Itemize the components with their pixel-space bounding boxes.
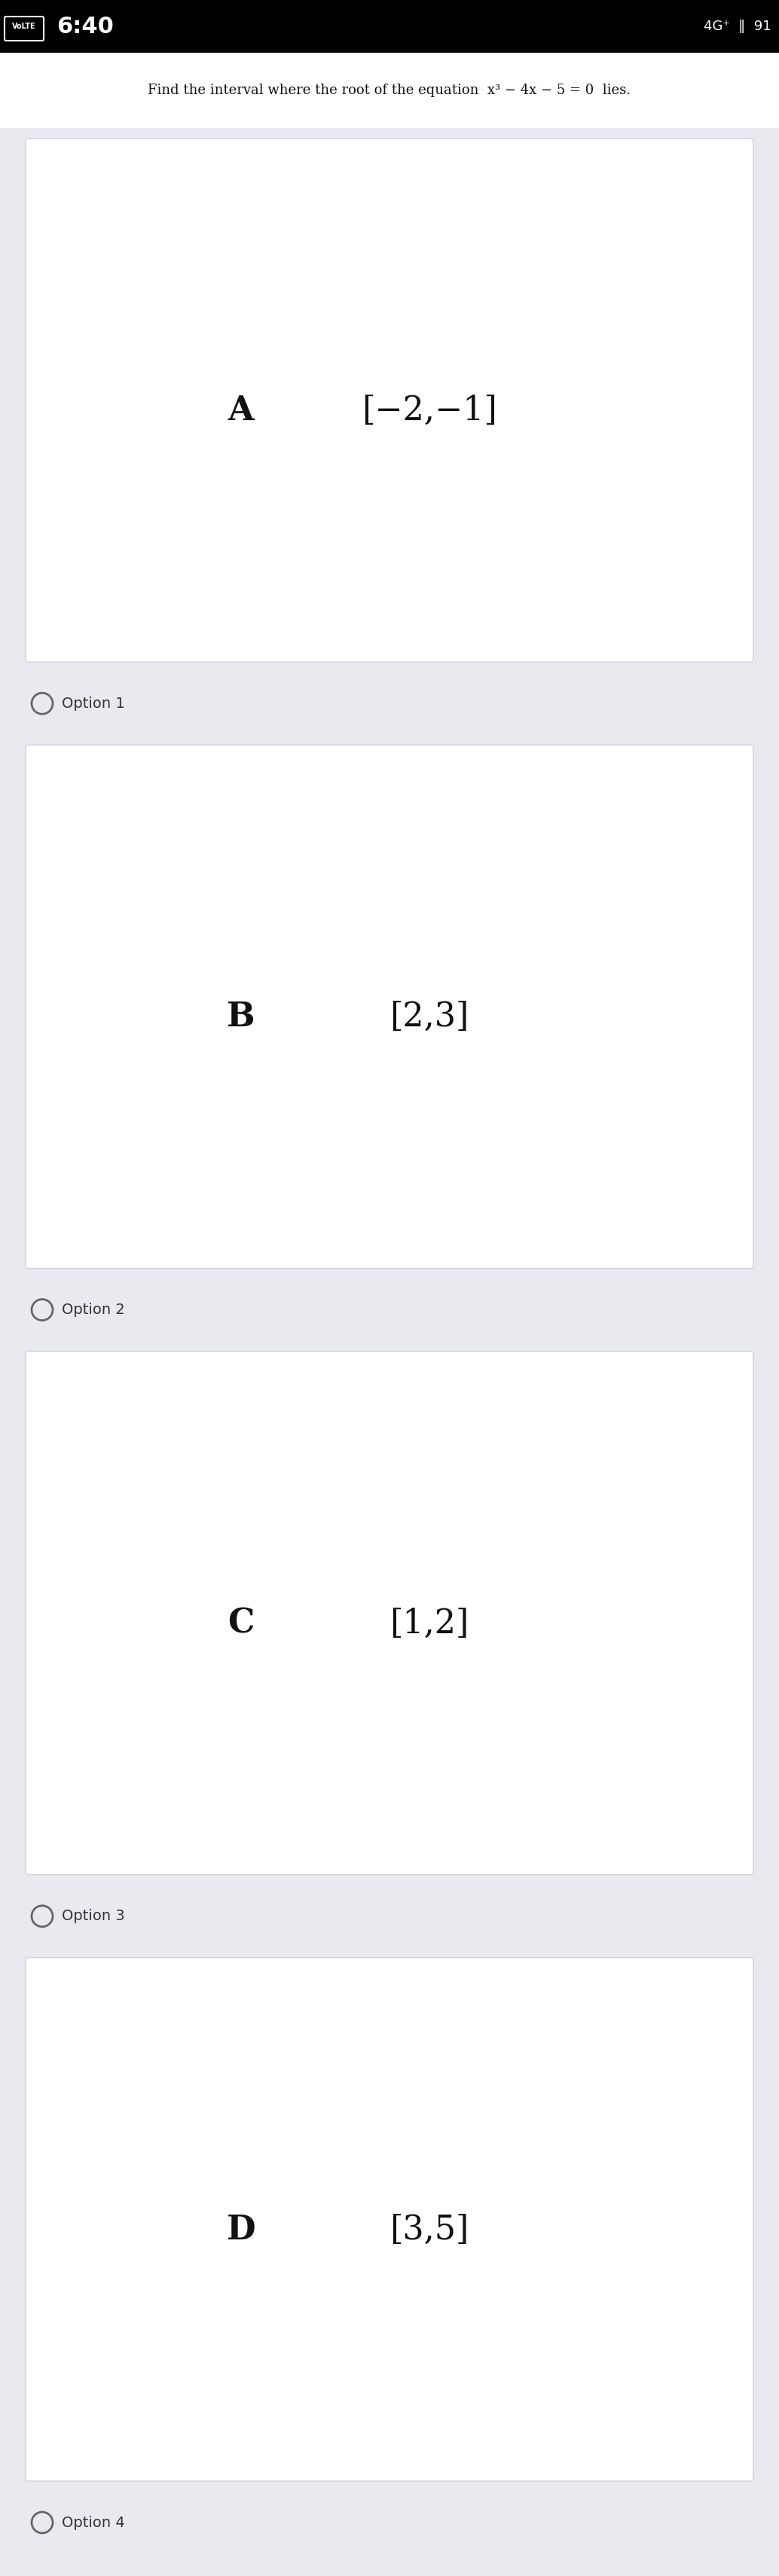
- Text: [1,2]: [1,2]: [390, 1607, 469, 1638]
- Text: [2,3]: [2,3]: [390, 999, 469, 1033]
- Text: [−2,−1]: [−2,−1]: [361, 394, 497, 428]
- Text: Option 4: Option 4: [62, 2514, 125, 2530]
- FancyBboxPatch shape: [0, 52, 779, 129]
- FancyBboxPatch shape: [26, 1352, 753, 1875]
- Text: VoLTE: VoLTE: [12, 23, 36, 31]
- Text: Find the interval where the root of the equation  x³ − 4x − 5 = 0  lies.: Find the interval where the root of the …: [148, 82, 631, 98]
- Text: D: D: [227, 2213, 256, 2246]
- Text: C: C: [227, 1607, 255, 1638]
- Text: B: B: [227, 1002, 256, 1033]
- Text: A: A: [228, 394, 254, 428]
- FancyBboxPatch shape: [26, 139, 753, 662]
- Text: [3,5]: [3,5]: [390, 2213, 469, 2246]
- Text: Option 2: Option 2: [62, 1303, 125, 1316]
- Text: Option 1: Option 1: [62, 696, 125, 711]
- FancyBboxPatch shape: [26, 744, 753, 1267]
- Text: Option 3: Option 3: [62, 1909, 125, 1924]
- Text: 4G⁺  ‖  91: 4G⁺ ‖ 91: [704, 21, 771, 33]
- FancyBboxPatch shape: [0, 0, 779, 52]
- FancyBboxPatch shape: [26, 1958, 753, 2481]
- Text: 6:40: 6:40: [57, 15, 114, 36]
